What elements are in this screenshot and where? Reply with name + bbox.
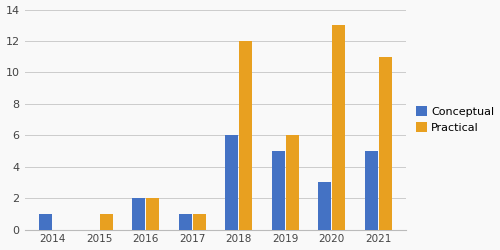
- Bar: [239, 41, 252, 230]
- Legend: Conceptual, Practical: Conceptual, Practical: [416, 106, 494, 133]
- Bar: [146, 198, 159, 230]
- Bar: [318, 182, 332, 230]
- Bar: [332, 25, 345, 230]
- Bar: [365, 151, 378, 230]
- Bar: [100, 214, 112, 230]
- Bar: [178, 214, 192, 230]
- Bar: [39, 214, 52, 230]
- Bar: [192, 214, 205, 230]
- Bar: [225, 135, 238, 230]
- Bar: [272, 151, 285, 230]
- Bar: [379, 57, 392, 230]
- Bar: [132, 198, 145, 230]
- Bar: [286, 135, 299, 230]
